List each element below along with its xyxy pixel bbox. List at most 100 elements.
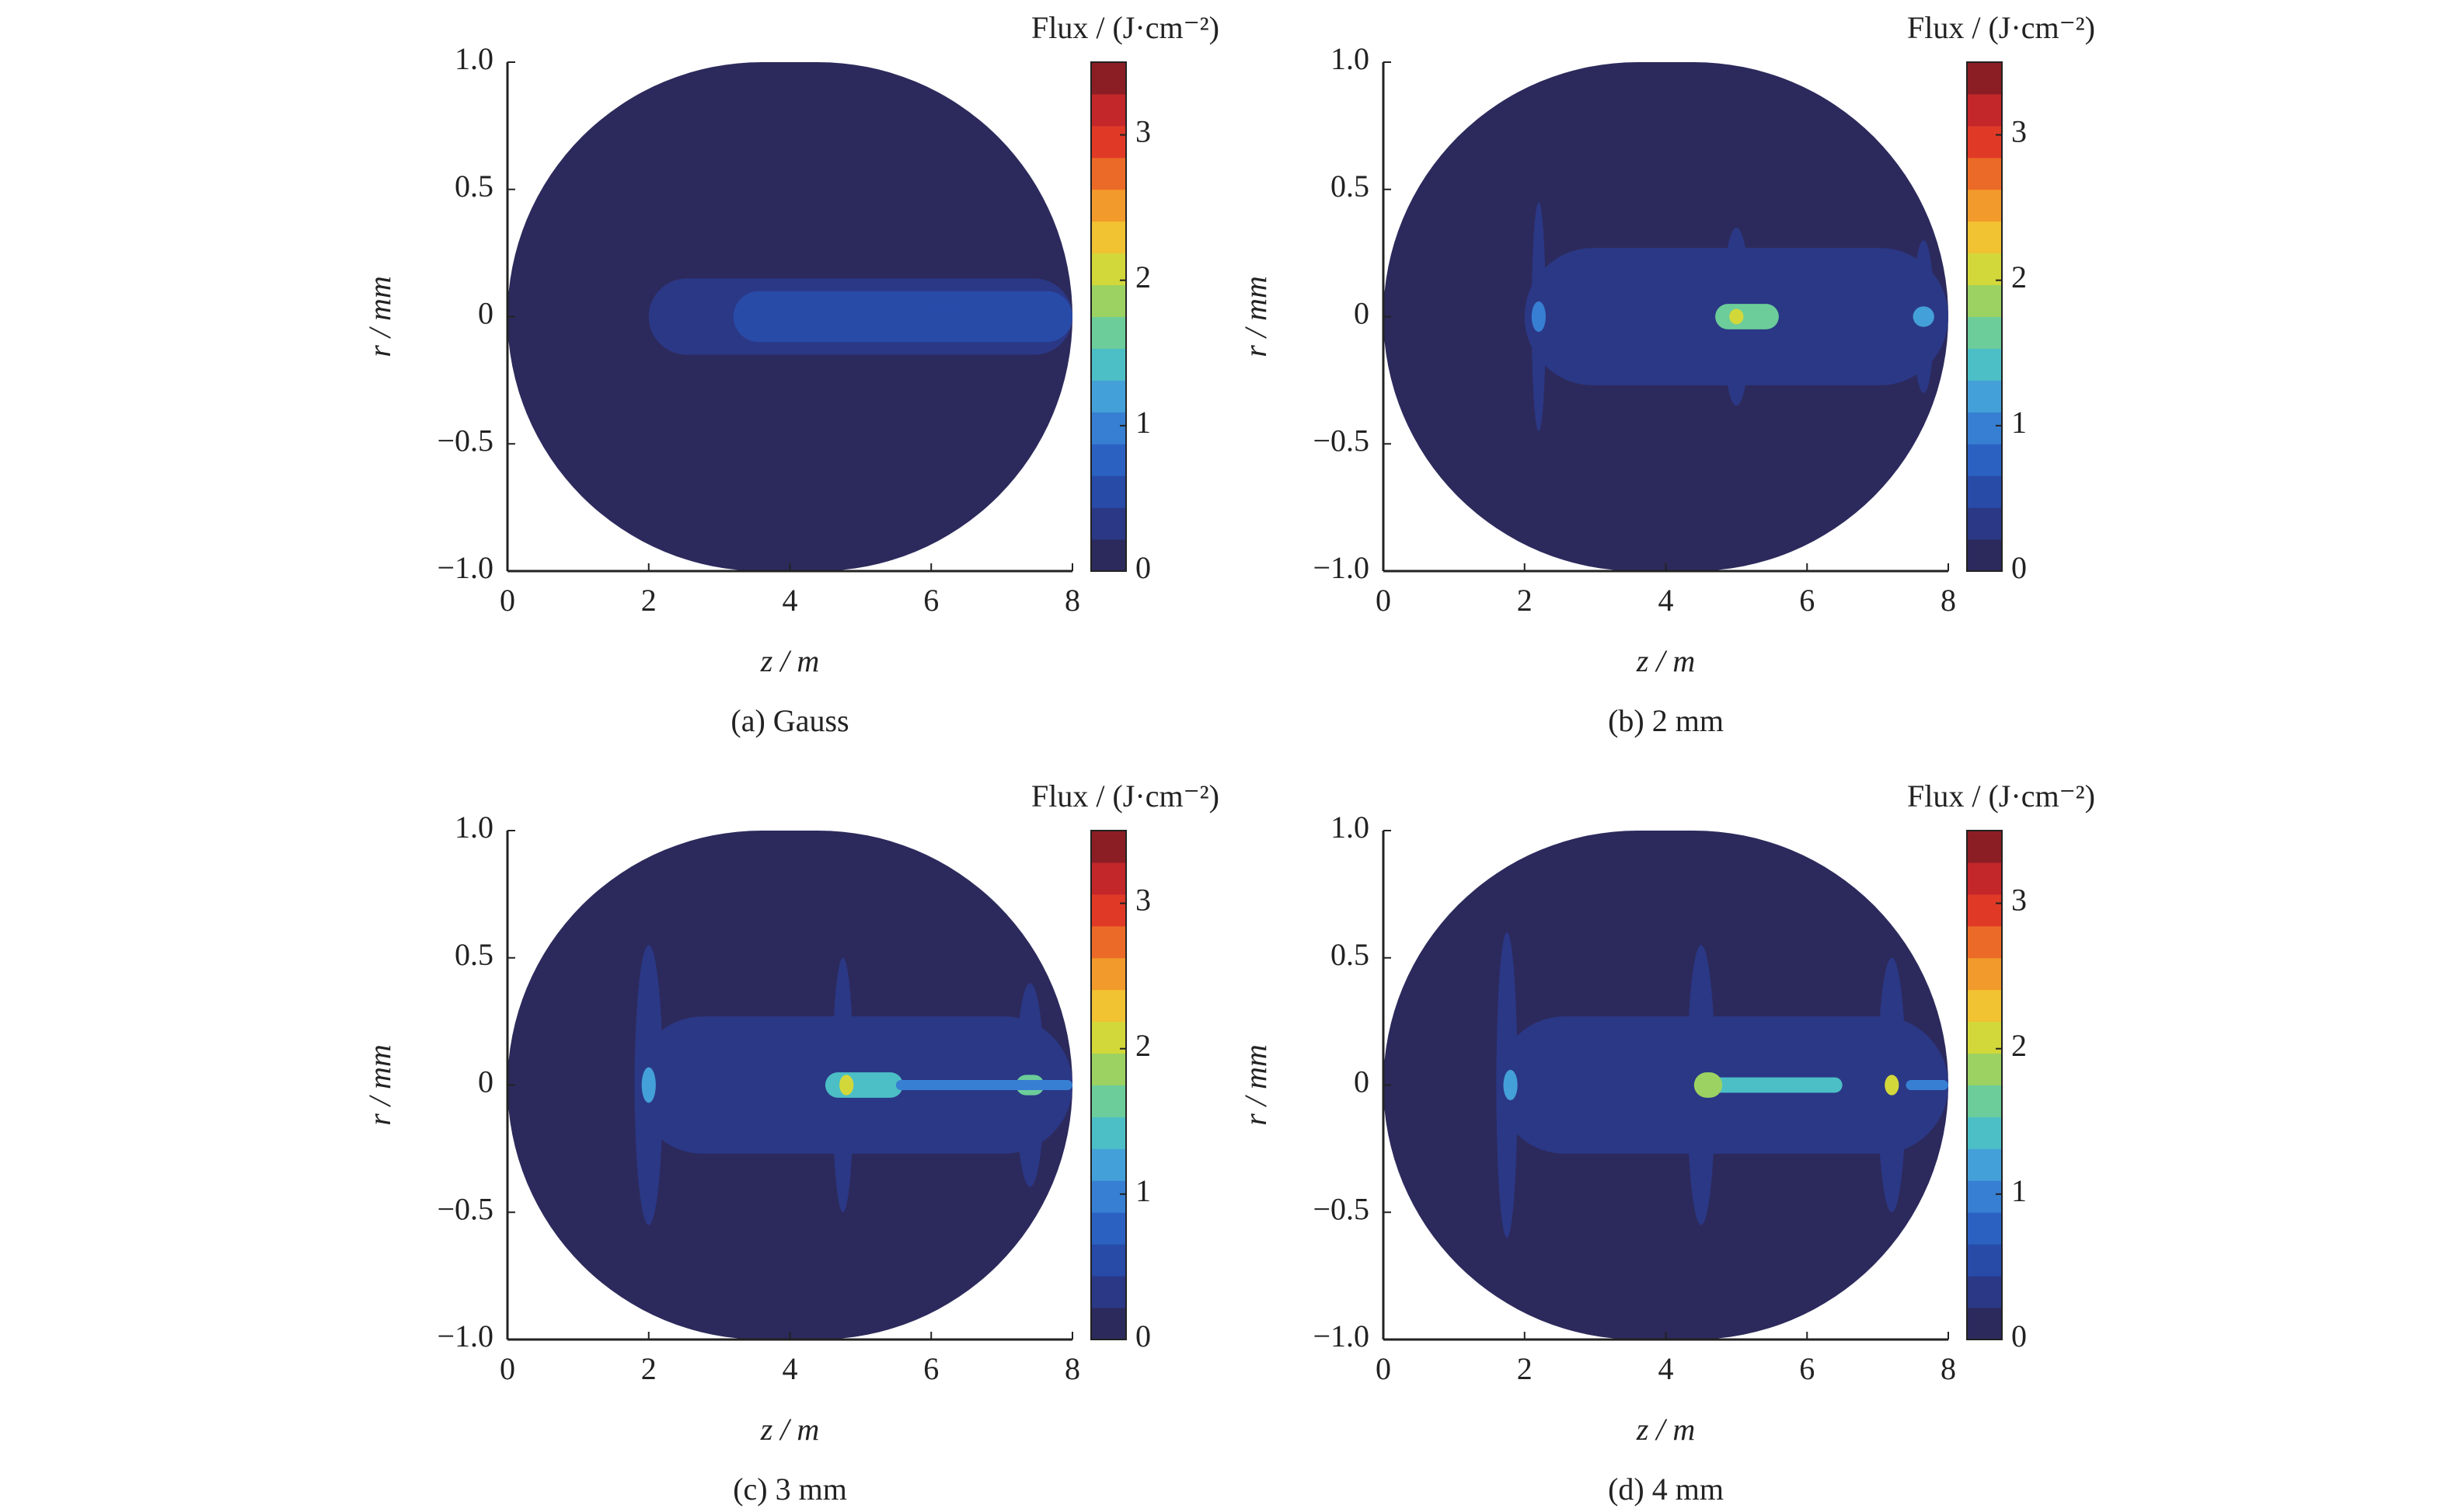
colorbar-segment	[1967, 284, 2002, 317]
x-tick-label: 8	[1941, 583, 1956, 618]
colorbar-segment	[1967, 539, 2002, 572]
colorbar-segment	[1967, 831, 2002, 863]
colorbar-segment	[1091, 507, 1126, 540]
flux-region	[1693, 1072, 1723, 1098]
x-tick-label: 6	[1799, 1351, 1815, 1386]
colorbar-segment	[1091, 1053, 1126, 1085]
x-tick-label: 4	[783, 583, 798, 618]
flux-region	[733, 291, 1072, 343]
colorbar-segment	[1967, 125, 2002, 159]
colorbar-segment	[1967, 1212, 2002, 1245]
x-tick-label: 0	[500, 1351, 515, 1386]
y-tick-label: 1.0	[1330, 41, 1369, 76]
x-tick-label: 6	[923, 1351, 939, 1386]
y-axis-label: r / mm	[1238, 276, 1273, 357]
y-tick-label: 0	[1354, 296, 1369, 331]
colorbar-tick-label: 2	[2011, 260, 2027, 294]
y-tick-label: −1.0	[1313, 550, 1369, 585]
colorbar-label: Flux / (J·cm⁻²)	[1907, 10, 2095, 45]
colorbar-tick-label: 3	[2011, 883, 2027, 918]
colorbar-frame	[1966, 830, 2003, 1340]
plot-area	[507, 62, 1072, 571]
colorbar-tick-label: 0	[2011, 1319, 2027, 1353]
y-tick-label: 0	[1354, 1064, 1369, 1099]
x-tick-label: 2	[641, 1351, 657, 1386]
colorbar-segment	[1967, 1276, 2002, 1308]
flux-region	[917, 304, 974, 329]
x-tick-label: 4	[1658, 1351, 1674, 1386]
y-tick-label: 0	[478, 296, 493, 331]
y-axis-label: r / mm	[362, 1044, 397, 1125]
flux-region	[1503, 1069, 1518, 1101]
panel-title: (c) 3 mm	[733, 1472, 847, 1507]
colorbar-segment	[1091, 316, 1126, 349]
colorbar-segment	[1091, 62, 1126, 95]
colorbar-segment	[1967, 62, 2002, 95]
flux-region	[839, 1075, 854, 1096]
flux-region	[1531, 301, 1547, 333]
y-tick-label: −0.5	[437, 423, 493, 458]
y-tick-label: 0.5	[455, 937, 493, 972]
colorbar-segment	[1091, 1117, 1126, 1149]
x-tick-label: 4	[1658, 583, 1674, 618]
colorbar-tick-label: 3	[2011, 114, 2027, 149]
panel-title: (b) 2 mm	[1608, 703, 1724, 738]
colorbar-segment	[1091, 1148, 1126, 1181]
colorbar-tick-label: 0	[1135, 1319, 1151, 1353]
x-tick-label: 0	[1376, 583, 1391, 618]
y-tick-label: 0	[478, 1064, 493, 1099]
colorbar-segment	[1967, 862, 2002, 895]
x-tick-label: 0	[500, 583, 515, 618]
y-tick-label: 0.5	[455, 169, 493, 204]
colorbar-segment	[1091, 284, 1126, 317]
plot-area	[507, 831, 1072, 1340]
x-tick-label: 8	[1065, 583, 1080, 618]
colorbar-tick-label: 2	[1135, 260, 1151, 294]
colorbar-segment	[1967, 894, 2002, 927]
flux-region	[1729, 308, 1744, 325]
colorbar-segment	[1091, 925, 1126, 959]
colorbar-segment	[1091, 894, 1126, 927]
flux-region	[825, 1072, 903, 1098]
y-tick-label: 1.0	[1330, 810, 1369, 845]
colorbar-tick-label: 1	[2011, 1173, 2027, 1208]
colorbar-segment	[1967, 1053, 2002, 1085]
colorbar-segment	[1091, 539, 1126, 572]
colorbar-segment	[1967, 444, 2002, 476]
colorbar-segment	[1091, 1308, 1126, 1340]
colorbar-segment	[1091, 380, 1126, 413]
colorbar-segment	[1967, 476, 2002, 508]
x-tick-label: 2	[641, 583, 657, 618]
colorbar-segment	[1091, 862, 1126, 895]
colorbar-segment	[1967, 989, 2002, 1023]
colorbar-segment	[1967, 348, 2002, 381]
colorbar-segment	[1091, 1180, 1126, 1213]
colorbar-segment	[1091, 1244, 1126, 1277]
colorbar-segment	[1091, 957, 1126, 991]
flux-region	[1906, 1079, 1948, 1091]
colorbar-segment	[1091, 221, 1126, 254]
colorbar-frame	[1090, 830, 1127, 1340]
colorbar-tick-label: 3	[1135, 114, 1151, 149]
colorbar-segment	[1091, 989, 1126, 1023]
y-tick-label: −1.0	[437, 550, 493, 585]
colorbar-segment	[1967, 1085, 2002, 1117]
colorbar-segment	[1967, 157, 2002, 190]
x-tick-label: 8	[1941, 1351, 1956, 1386]
colorbar-segment	[1091, 93, 1126, 127]
x-tick-label: 6	[923, 583, 939, 618]
colorbar-segment	[1967, 1308, 2002, 1340]
colorbar-segment	[1967, 1244, 2002, 1277]
colorbar-segment	[1091, 125, 1126, 159]
colorbar-segment	[1091, 1276, 1126, 1308]
x-tick-label: 4	[783, 1351, 798, 1386]
y-tick-label: −0.5	[1313, 423, 1369, 458]
colorbar-segment	[1967, 412, 2002, 444]
flux-region	[1439, 1034, 1511, 1136]
colorbar-segment	[1091, 157, 1126, 190]
plot-area	[1383, 831, 1948, 1340]
panel-title: (d) 4 mm	[1608, 1472, 1724, 1507]
colorbar-segment	[1091, 412, 1126, 444]
colorbar-tick-label: 1	[2011, 405, 2027, 440]
